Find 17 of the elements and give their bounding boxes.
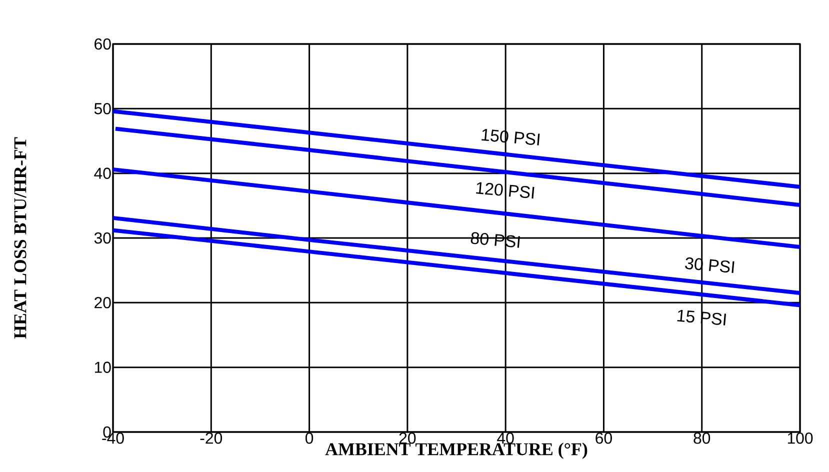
x-tick-label: 20	[399, 432, 416, 444]
x-tick-label: 80	[694, 432, 710, 444]
x-tick-label: -20	[200, 432, 222, 444]
y-tick-label: 50	[94, 103, 111, 114]
x-axis-title: AMBIENT TEMPERATURE (°F)	[325, 442, 588, 459]
y-tick-label: 20	[94, 297, 111, 308]
annotation: 120 PSI	[476, 182, 534, 199]
x-tick-label: 0	[305, 432, 314, 444]
y-tick-label: 10	[94, 362, 111, 373]
y-tick-label: 60	[94, 38, 111, 50]
y-tick-label: 40	[94, 168, 111, 179]
x-tick-label: 40	[497, 432, 514, 444]
x-tick-label: 60	[596, 432, 612, 444]
y-tick-label: 30	[94, 232, 111, 244]
y-axis-title: HEAT LOSS BTU/HR-FT	[14, 137, 26, 339]
x-tick-label: 100	[788, 432, 813, 444]
annotation: 150 PSI	[482, 129, 540, 146]
